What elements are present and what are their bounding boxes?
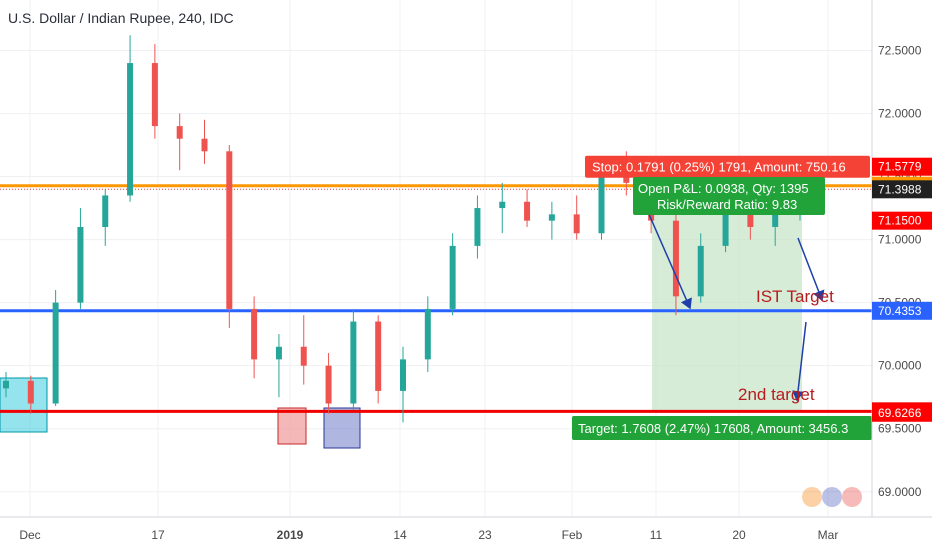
price-label-box bbox=[872, 157, 932, 176]
candle-body bbox=[77, 226, 84, 303]
x-tick-label: Feb bbox=[562, 528, 583, 542]
y-tick-label: 72.5000 bbox=[878, 43, 922, 57]
risk-reward-label: Risk/Reward Ratio: 9.83 bbox=[657, 197, 797, 212]
candle-body bbox=[350, 321, 357, 404]
candle-body bbox=[598, 170, 605, 234]
x-tick-label: 23 bbox=[478, 528, 492, 542]
target-label-box bbox=[572, 416, 872, 440]
watermark-logo-icon bbox=[802, 487, 862, 507]
x-tick-label: Mar bbox=[818, 528, 839, 542]
candle-body bbox=[201, 138, 208, 152]
y-tick-label: 69.0000 bbox=[878, 485, 922, 499]
price-label-box bbox=[872, 403, 932, 422]
candle-body bbox=[52, 302, 59, 404]
price-label: 71.5779 bbox=[878, 160, 922, 174]
y-tick-label: 69.5000 bbox=[878, 422, 922, 436]
pnl-label-box bbox=[633, 177, 825, 215]
pnl-label: Open P&L: 0.0938, Qty: 1395 bbox=[638, 181, 809, 196]
y-tick-label: 71.0000 bbox=[878, 233, 922, 247]
y-tick-label: 72.0000 bbox=[878, 106, 922, 120]
position-labels: Stop: 0.1791 (0.25%) 1791, Amount: 750.1… bbox=[572, 155, 872, 440]
candle-body bbox=[474, 208, 481, 246]
candle-body bbox=[176, 126, 183, 139]
candle-body bbox=[672, 220, 679, 297]
stop-label-box bbox=[585, 155, 870, 178]
trend-arrow bbox=[792, 321, 807, 402]
candle-body bbox=[400, 359, 406, 391]
candle-body bbox=[375, 321, 382, 391]
trend-arrow bbox=[797, 237, 825, 302]
price-label: 71.1500 bbox=[878, 214, 922, 228]
chart-title: U.S. Dollar / Indian Rupee, 240, IDC bbox=[8, 10, 234, 26]
watermark-circle bbox=[842, 487, 862, 507]
trend-arrow bbox=[647, 211, 692, 310]
x-tick-label: 11 bbox=[650, 528, 663, 542]
candle-body bbox=[573, 214, 580, 234]
candle-body bbox=[325, 365, 332, 404]
y-tick-label: 70.0000 bbox=[878, 359, 922, 373]
price-label: 70.4353 bbox=[878, 304, 922, 318]
candle-body bbox=[697, 245, 704, 297]
price-label-box bbox=[872, 211, 932, 230]
candle-body bbox=[3, 380, 9, 389]
x-tick-label: 20 bbox=[732, 528, 746, 542]
candle-body bbox=[127, 63, 134, 196]
candle-body bbox=[722, 195, 729, 246]
x-tick-label: 17 bbox=[151, 528, 165, 542]
candle-body bbox=[499, 201, 506, 209]
price-label: 71.3988 bbox=[878, 182, 922, 196]
price-axis-background bbox=[872, 0, 932, 550]
x-tick-label: Dec bbox=[19, 528, 40, 542]
x-tick-label: 2019 bbox=[277, 528, 304, 542]
candle-body bbox=[151, 63, 158, 127]
candle-body bbox=[548, 214, 555, 221]
watermark-circle bbox=[802, 487, 822, 507]
candles bbox=[3, 35, 803, 423]
candle-body bbox=[27, 380, 34, 404]
candle-body bbox=[102, 195, 109, 227]
candle-body bbox=[424, 308, 431, 360]
price-label: 69.6266 bbox=[878, 406, 922, 420]
watermark-circle bbox=[822, 487, 842, 507]
x-tick-label: 14 bbox=[393, 528, 407, 542]
candle-body bbox=[275, 346, 282, 360]
candle-body bbox=[524, 201, 531, 221]
candle-body bbox=[300, 346, 307, 366]
highlight-box-pink bbox=[277, 407, 307, 445]
time-axis-background bbox=[0, 517, 932, 550]
price-label-box bbox=[872, 180, 932, 199]
candle-body bbox=[226, 151, 233, 309]
candle-body bbox=[251, 308, 258, 360]
price-label-box bbox=[872, 301, 932, 320]
stop-label: Stop: 0.1791 (0.25%) 1791, Amount: 750.1… bbox=[592, 160, 846, 175]
target-label: Target: 1.7608 (2.47%) 17608, Amount: 34… bbox=[578, 421, 848, 436]
arrows bbox=[647, 211, 825, 402]
annotation-2nd-target: 2nd target bbox=[738, 385, 815, 404]
annotation-ist-target: IST Target bbox=[756, 287, 834, 306]
highlight-box-blue bbox=[323, 407, 361, 449]
candle-body bbox=[449, 245, 456, 309]
